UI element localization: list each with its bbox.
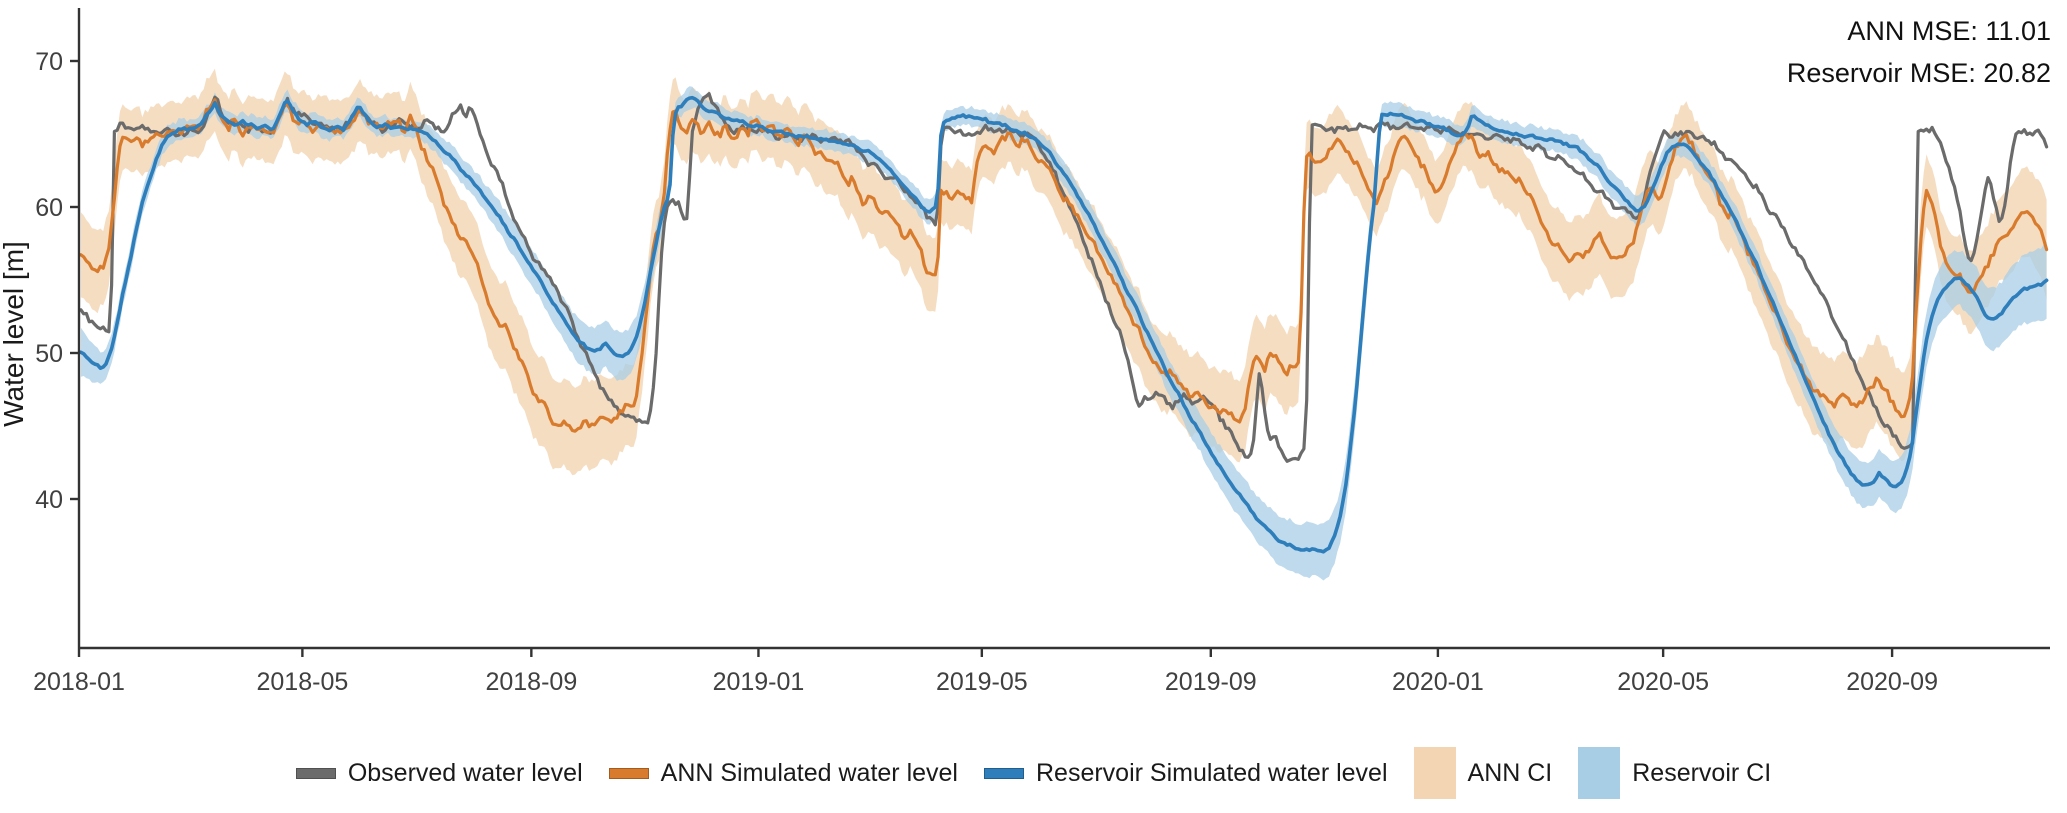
- legend-item-observed-key: Observed water level: [295, 758, 583, 788]
- reservoir-key-swatch: [983, 767, 1024, 779]
- y-tick-label: 70: [35, 48, 63, 76]
- x-tick-label: 2018-09: [485, 668, 577, 696]
- x-tick-label: 2020-05: [1617, 668, 1709, 696]
- x-tick-label: 2020-09: [1846, 668, 1938, 696]
- y-tick-label: 50: [35, 340, 63, 368]
- legend-item-ann-key: ANN Simulated water level: [608, 758, 958, 788]
- legend-item-reservoir-key: Reservoir Simulated water level: [983, 758, 1388, 788]
- x-tick-label: 2019-09: [1165, 668, 1257, 696]
- reservoir-ci-key-swatch: [1578, 747, 1621, 799]
- reservoir-mse-text: Reservoir MSE: 20.82: [1786, 58, 2051, 88]
- x-tick-label: 2019-05: [936, 668, 1028, 696]
- y-axis-title: Water level [m]: [0, 241, 29, 427]
- x-tick-label: 2019-01: [713, 668, 805, 696]
- legend-label: ANN Simulated water level: [660, 758, 958, 787]
- y-tick-label: 40: [35, 486, 63, 514]
- observed-key-swatch: [295, 767, 336, 779]
- reservoir-ci-band: [80, 86, 2047, 581]
- ann-mse-text: ANN MSE: 11.01: [1847, 16, 2051, 46]
- legend-label: Observed water level: [347, 758, 583, 787]
- legend-item-ann-ci-key: ANN CI: [1413, 747, 1553, 799]
- reservoir-line: [79, 95, 2049, 554]
- ann-ci-key-swatch: [1413, 747, 1456, 799]
- chart-legend: Observed water level ANN Simulated water …: [0, 743, 2067, 803]
- x-tick-label: 2018-01: [33, 668, 125, 696]
- mse-annotation: ANN MSE: 11.01 Reservoir MSE: 20.82: [1787, 10, 2051, 94]
- legend-label: Reservoir CI: [1632, 758, 1772, 787]
- y-tick-label: 60: [35, 194, 63, 222]
- x-tick-label: 2018-05: [257, 668, 349, 696]
- legend-label: Reservoir Simulated water level: [1035, 758, 1388, 787]
- legend-label: ANN CI: [1467, 758, 1553, 787]
- ann-ci-band: [80, 68, 2047, 476]
- x-tick-label: 2020-01: [1392, 668, 1484, 696]
- ann-key-swatch: [608, 767, 649, 779]
- ann-line: [79, 98, 2049, 433]
- legend-item-reservoir-ci-key: Reservoir CI: [1578, 747, 1771, 799]
